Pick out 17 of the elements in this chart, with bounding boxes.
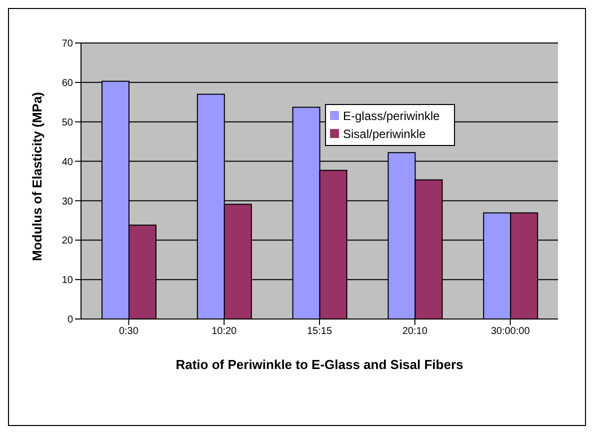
y-tick-label: 70 <box>62 38 74 50</box>
y-tick-label: 20 <box>62 236 74 247</box>
y-tick-label: 10 <box>62 275 74 286</box>
legend-label: Sisal/periwinkle <box>343 127 426 141</box>
legend-label: E-glass/periwinkle <box>343 109 440 123</box>
x-tick-label: 30:00:00 <box>490 326 530 338</box>
y-tick-label: 40 <box>62 156 74 168</box>
y-tick-label: 50 <box>62 117 74 128</box>
y-tick-label: 30 <box>62 196 74 208</box>
x-axis-title: Ratio of Periwinkle to E-Glass and Sisal Fibers <box>176 357 464 372</box>
y-tick-label: 0 <box>67 314 74 326</box>
x-tick-label: 15:15 <box>306 326 332 338</box>
x-tick-label: 20:10 <box>402 326 428 338</box>
y-axis-title: Modulus of Elasticity (MPa) <box>30 92 45 261</box>
y-tick-label: 60 <box>62 78 74 89</box>
x-tick-label: 0:30 <box>118 326 139 338</box>
x-tick-label: 10:20 <box>212 326 238 338</box>
